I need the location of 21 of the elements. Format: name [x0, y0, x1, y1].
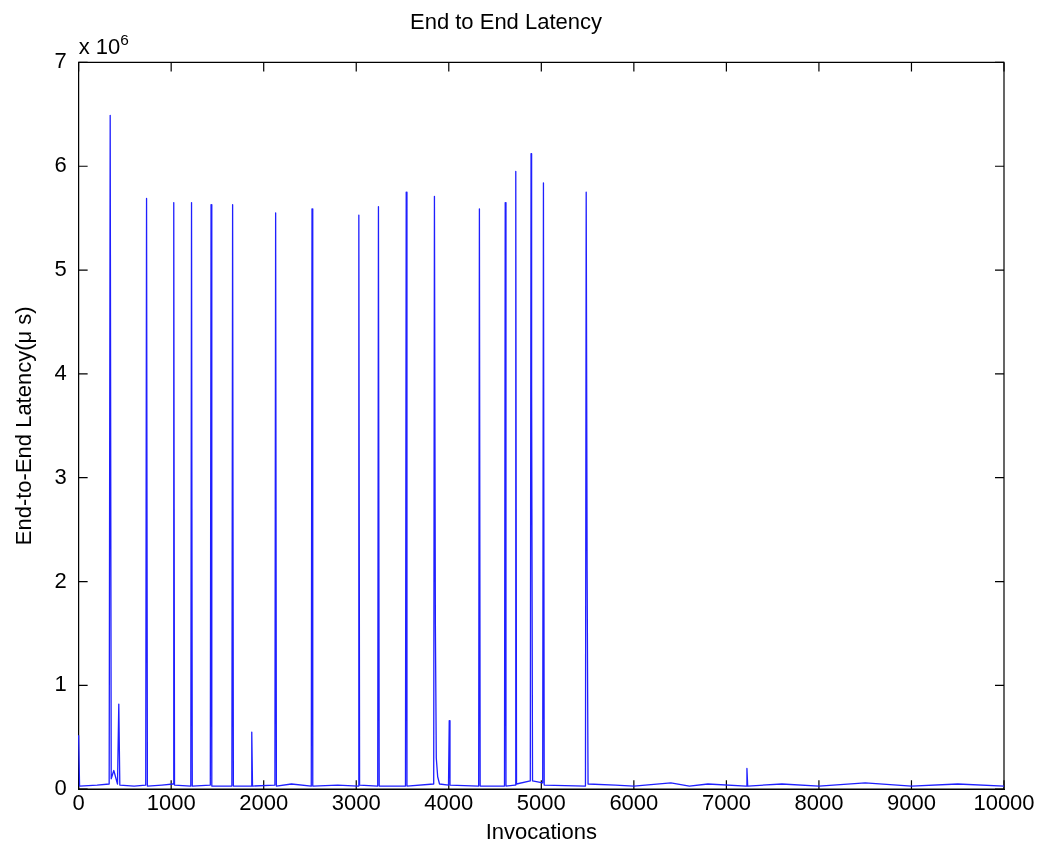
- x-tick-label: 6000: [609, 790, 659, 816]
- x-axis-title: Invocations: [485, 818, 597, 844]
- y-tick-label: 2: [54, 567, 67, 593]
- y-tick-label: 4: [54, 359, 67, 385]
- x-tick-label: 7000: [701, 790, 751, 816]
- y-axis-title: End-to-End Latency(μ s): [11, 306, 37, 546]
- x-tick-label: 0: [72, 790, 85, 816]
- x-tick-label: 2000: [239, 790, 289, 816]
- x-tick-label: 1000: [146, 790, 196, 816]
- y-tick-label: 5: [54, 256, 67, 282]
- x-tick-label: 8000: [794, 790, 844, 816]
- x-tick-label: 3000: [331, 790, 381, 816]
- x-tick-label: 9000: [886, 790, 936, 816]
- x-tick-label: 10000: [973, 790, 1035, 816]
- y-tick-label: 6: [54, 152, 67, 178]
- y-tick-label: 7: [54, 48, 67, 74]
- y-tick-label: 1: [54, 671, 67, 697]
- chart-title: End to End Latency: [409, 9, 603, 35]
- x-tick-label: 4000: [424, 790, 474, 816]
- x-tick-label: 5000: [516, 790, 566, 816]
- y-tick-label: 3: [54, 463, 67, 489]
